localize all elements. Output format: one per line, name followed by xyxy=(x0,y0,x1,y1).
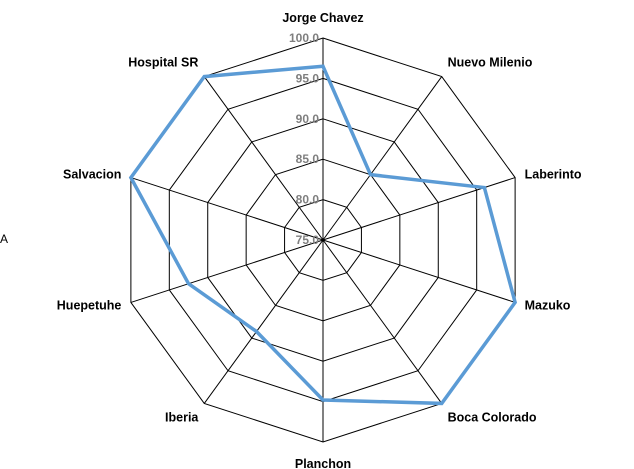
data-point-8 xyxy=(129,176,133,180)
tick-label-layer: 75.0 80.0 85.0 90.0 95.0 100.0 xyxy=(289,31,319,247)
grid-spoke-4 xyxy=(322,239,443,404)
category-label-6: Iberia xyxy=(165,411,199,425)
grid-spoke-8 xyxy=(130,177,324,241)
category-label-3: Mazuko xyxy=(525,299,571,313)
tick-label-5: 100.0 xyxy=(289,31,319,45)
tick-label-4: 95.0 xyxy=(296,71,320,85)
category-label-9: Hospital SR xyxy=(128,55,198,69)
tick-label-2: 85.0 xyxy=(296,152,320,166)
data-point-5 xyxy=(321,398,325,402)
category-label-5: Planchon xyxy=(295,457,351,469)
category-label-1: Nuevo Milenio xyxy=(448,55,533,69)
data-point-0 xyxy=(321,64,325,68)
category-label-2: Laberinto xyxy=(525,167,582,181)
data-point-3 xyxy=(513,300,517,304)
grid-spoke-6 xyxy=(203,239,324,404)
tick-label-3: 90.0 xyxy=(296,112,320,126)
grid-spoke-1 xyxy=(322,76,443,241)
data-point-4 xyxy=(440,401,444,405)
tick-label-1: 80.0 xyxy=(296,193,320,207)
data-point-1 xyxy=(368,173,372,177)
data-point-2 xyxy=(482,186,486,190)
category-label-7: Huepetuhe xyxy=(57,299,122,313)
data-point-6 xyxy=(255,330,259,334)
grid-spoke-3 xyxy=(322,239,516,303)
stray-text: A xyxy=(0,232,8,246)
tick-label-0: 75.0 xyxy=(296,233,320,247)
series-layer xyxy=(128,64,518,406)
data-point-7 xyxy=(187,282,191,286)
category-label-layer: Jorge Chavez Nuevo Milenio Laberinto Mazuko… xyxy=(57,11,582,469)
category-label-0: Jorge Chavez xyxy=(282,11,363,25)
grid-spoke-9 xyxy=(203,76,324,241)
grid-spoke-7 xyxy=(130,239,324,303)
grid-spoke-2 xyxy=(322,177,516,241)
category-label-4: Boca Colorado xyxy=(448,411,537,425)
data-point-9 xyxy=(202,75,206,79)
category-label-8: Salvacion xyxy=(63,167,121,181)
